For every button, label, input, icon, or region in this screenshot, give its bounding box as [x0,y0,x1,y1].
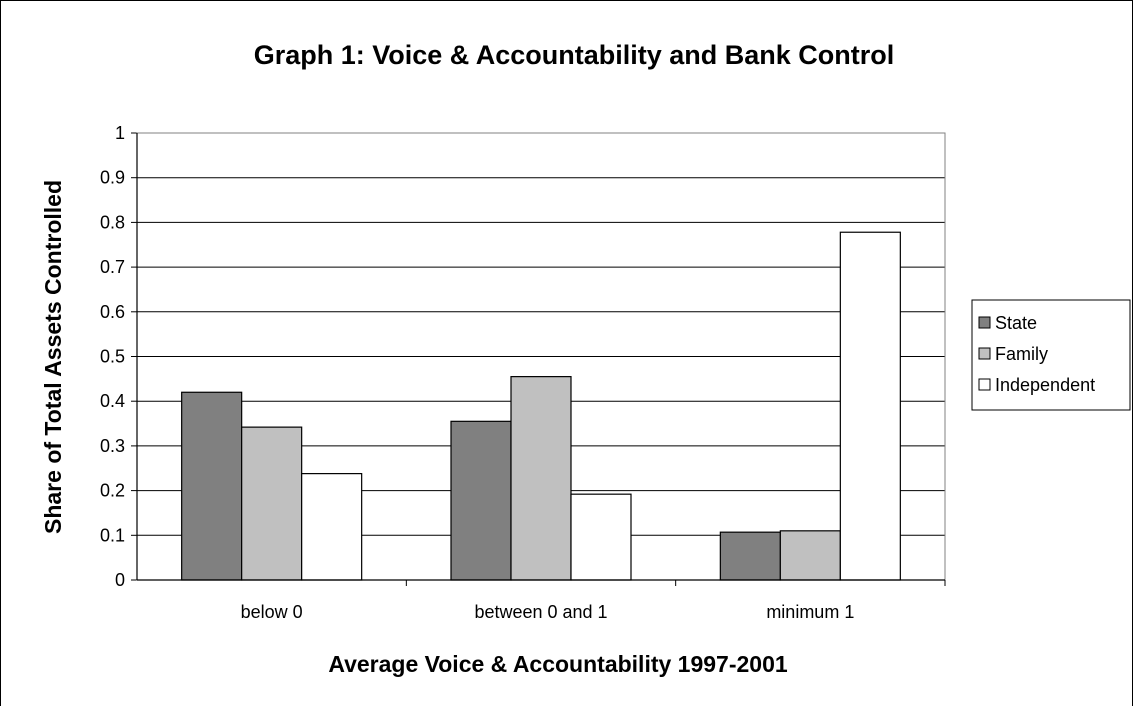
y-tick-label: 1 [115,123,125,143]
bar [779,530,841,581]
y-tick-label: 0.9 [100,168,125,188]
bar [181,391,243,581]
legend-swatch [978,347,991,360]
y-tick-label: 0.5 [100,347,125,367]
bar [570,493,632,581]
bar [450,420,512,581]
y-tick-label: 0.2 [100,481,125,501]
x-axis-title: Average Voice & Accountability 1997-2001 [328,651,788,677]
y-tick-label: 0 [115,570,125,590]
bars [181,231,901,581]
chart-title: Graph 1: Voice & Accountability and Bank… [254,40,895,70]
y-tick-label: 0.3 [100,436,125,456]
y-tick-label: 0.7 [100,257,125,277]
legend-box [971,299,1131,411]
bar [719,531,781,581]
legend-swatch [978,316,991,329]
legend-swatch [978,378,991,391]
bar [839,231,901,581]
axes [131,132,946,586]
x-tick-label: minimum 1 [766,602,854,622]
tick-labels: 0 0.1 0.2 0.3 0.4 0.5 0.6 0.7 0.8 0.9 1 below 0 betw… [100,123,854,622]
y-axis-title: Share of Total Assets Controlled [40,180,66,534]
y-tick-label: 0.8 [100,212,125,232]
bar [301,473,363,581]
y-tick-label: 0.6 [100,302,125,322]
legend-label: Family [995,344,1048,364]
legend-label: Independent [995,375,1095,395]
x-tick-label: between 0 and 1 [474,602,607,622]
bar [241,426,303,581]
legend-label: State [995,313,1037,333]
x-tick-label: below 0 [241,602,303,622]
y-tick-label: 0.1 [100,525,125,545]
legend: State Family Independent [971,299,1131,411]
bar [510,376,572,581]
y-tick-label: 0.4 [100,391,125,411]
